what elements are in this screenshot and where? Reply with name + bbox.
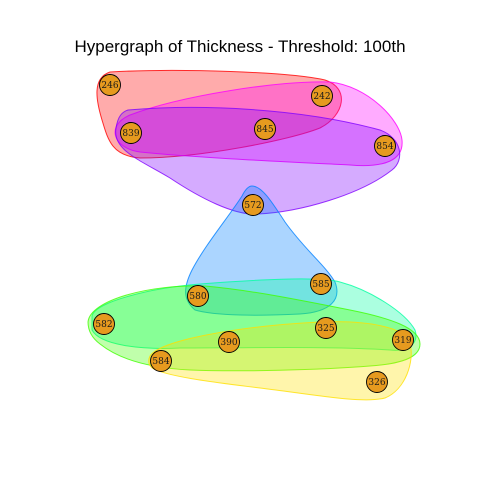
node-circle <box>187 285 209 307</box>
node-label: 584 <box>152 357 169 367</box>
node-572: 572 <box>242 194 264 216</box>
node-label: 839 <box>122 129 139 139</box>
hyperedge-red <box>96 69 342 159</box>
node-325: 325 <box>315 317 337 339</box>
figure-title: Hypergraph of Thickness - Threshold: 100… <box>74 37 405 56</box>
node-582: 582 <box>93 313 115 335</box>
nodes: 246 242 839 845 854 572 580 585 582 390 325 319 584 3… <box>93 74 414 393</box>
node-circle <box>99 74 121 96</box>
node-label: 319 <box>394 336 411 346</box>
node-854: 854 <box>374 135 396 157</box>
hyperedge-blue <box>185 185 338 316</box>
node-circle <box>315 317 337 339</box>
node-circle <box>150 350 172 372</box>
node-circle <box>218 331 240 353</box>
node-839: 839 <box>120 122 142 144</box>
hyperedges <box>87 69 421 401</box>
node-circle <box>93 313 115 335</box>
node-label: 390 <box>220 338 237 348</box>
node-845: 845 <box>254 118 276 140</box>
node-label: 585 <box>312 280 329 290</box>
node-label: 326 <box>368 378 385 388</box>
node-circle <box>254 118 276 140</box>
node-circle <box>311 85 333 107</box>
node-326: 326 <box>366 371 388 393</box>
node-585: 585 <box>310 273 332 295</box>
hyperedge-green <box>87 285 421 372</box>
node-label: 246 <box>101 81 118 91</box>
node-label: 582 <box>95 320 112 330</box>
node-label: 845 <box>256 125 273 135</box>
node-label: 325 <box>317 324 334 334</box>
node-label: 242 <box>313 92 330 102</box>
node-circle <box>374 135 396 157</box>
node-584: 584 <box>150 350 172 372</box>
node-circle <box>366 371 388 393</box>
node-246: 246 <box>99 74 121 96</box>
node-circle <box>392 329 414 351</box>
node-390: 390 <box>218 331 240 353</box>
node-580: 580 <box>187 285 209 307</box>
node-319: 319 <box>392 329 414 351</box>
node-label: 572 <box>244 201 261 211</box>
node-circle <box>310 273 332 295</box>
node-label: 580 <box>189 292 206 302</box>
node-circle <box>120 122 142 144</box>
hyperedge-violet <box>115 107 401 215</box>
node-circle <box>242 194 264 216</box>
node-label: 854 <box>376 142 393 152</box>
node-242: 242 <box>311 85 333 107</box>
